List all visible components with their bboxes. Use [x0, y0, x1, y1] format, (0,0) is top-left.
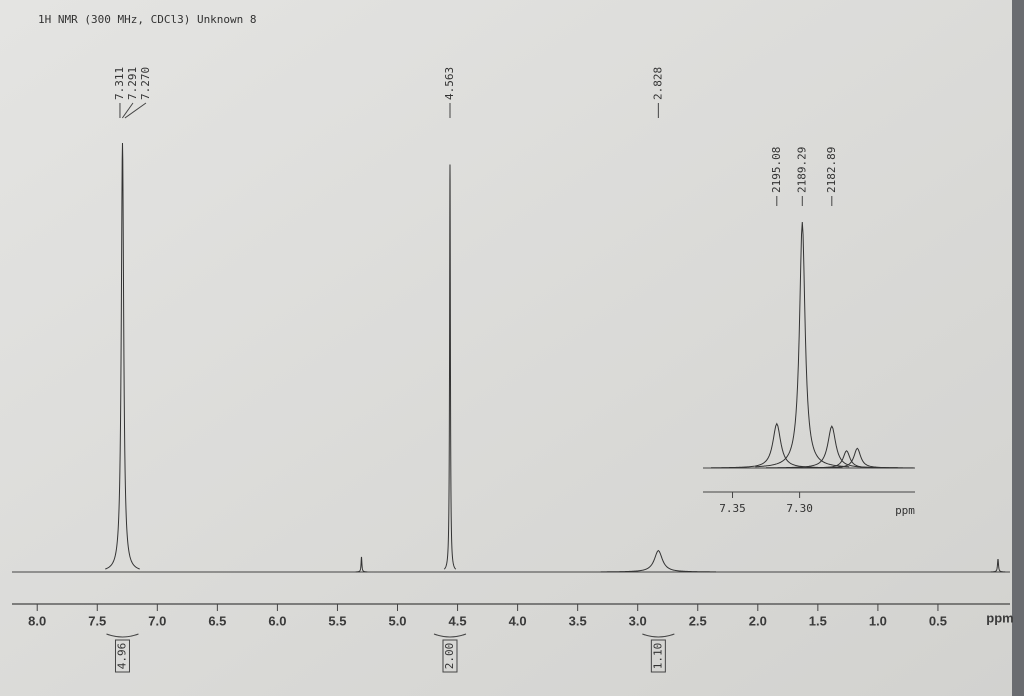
device-edge: [1012, 0, 1024, 696]
peak-label-connector: [124, 102, 147, 119]
x-tick-label: 6.0: [268, 613, 286, 628]
signal: [990, 559, 1006, 573]
peak-label: 7.291: [126, 67, 139, 100]
integral-box: [442, 639, 458, 673]
peak-label: 7.270: [139, 67, 152, 100]
inset-axis-label: ppm: [895, 504, 915, 517]
inset-peak-label: 2189.29: [795, 147, 808, 193]
inset-tick-label: 7.30: [786, 502, 813, 515]
x-tick-label: 6.5: [208, 613, 226, 628]
x-tick-label: 4.0: [509, 613, 527, 628]
integral-label: 4.96: [115, 643, 128, 670]
signal: [755, 221, 850, 468]
x-tick-label: 7.0: [148, 613, 166, 628]
peak-label: 2.828: [651, 67, 664, 100]
x-tick-label: 3.5: [569, 613, 587, 628]
x-tick-label: 2.0: [749, 613, 767, 628]
peak-label: 7.311: [113, 67, 126, 100]
peak-label: 4.563: [443, 67, 456, 100]
x-tick-label: 2.5: [689, 613, 707, 628]
inset-tick-label: 7.35: [719, 502, 746, 515]
signal: [443, 164, 457, 570]
inset-peak-label: 2182.89: [825, 147, 838, 193]
integral-box: [650, 639, 666, 673]
peak-label-connector: [121, 102, 134, 119]
signal: [800, 447, 914, 469]
integral-bracket: [642, 633, 675, 638]
x-tick-label: 5.5: [328, 613, 346, 628]
x-tick-label: 4.5: [449, 613, 467, 628]
integral-bracket: [433, 633, 467, 638]
signal: [355, 556, 368, 573]
x-tick-label: 1.5: [809, 613, 827, 628]
inset-peak-label: 2195.08: [770, 147, 783, 193]
x-tick-label: 7.5: [88, 613, 106, 628]
x-tick-label: 0.5: [929, 613, 947, 628]
signal: [600, 549, 716, 573]
x-tick-label: 8.0: [28, 613, 46, 628]
integral-box: [114, 639, 130, 673]
x-tick-label: 5.0: [388, 613, 406, 628]
x-tick-label: 3.0: [629, 613, 647, 628]
chart-title: 1H NMR (300 MHz, CDCl3) Unknown 8: [38, 13, 257, 26]
integral-label: 2.00: [443, 643, 456, 670]
signal: [105, 142, 140, 570]
integral-label: 1.10: [651, 643, 664, 670]
x-axis-label: ppm: [986, 610, 1013, 625]
integral-bracket: [106, 633, 139, 638]
x-tick-label: 1.0: [869, 613, 887, 628]
